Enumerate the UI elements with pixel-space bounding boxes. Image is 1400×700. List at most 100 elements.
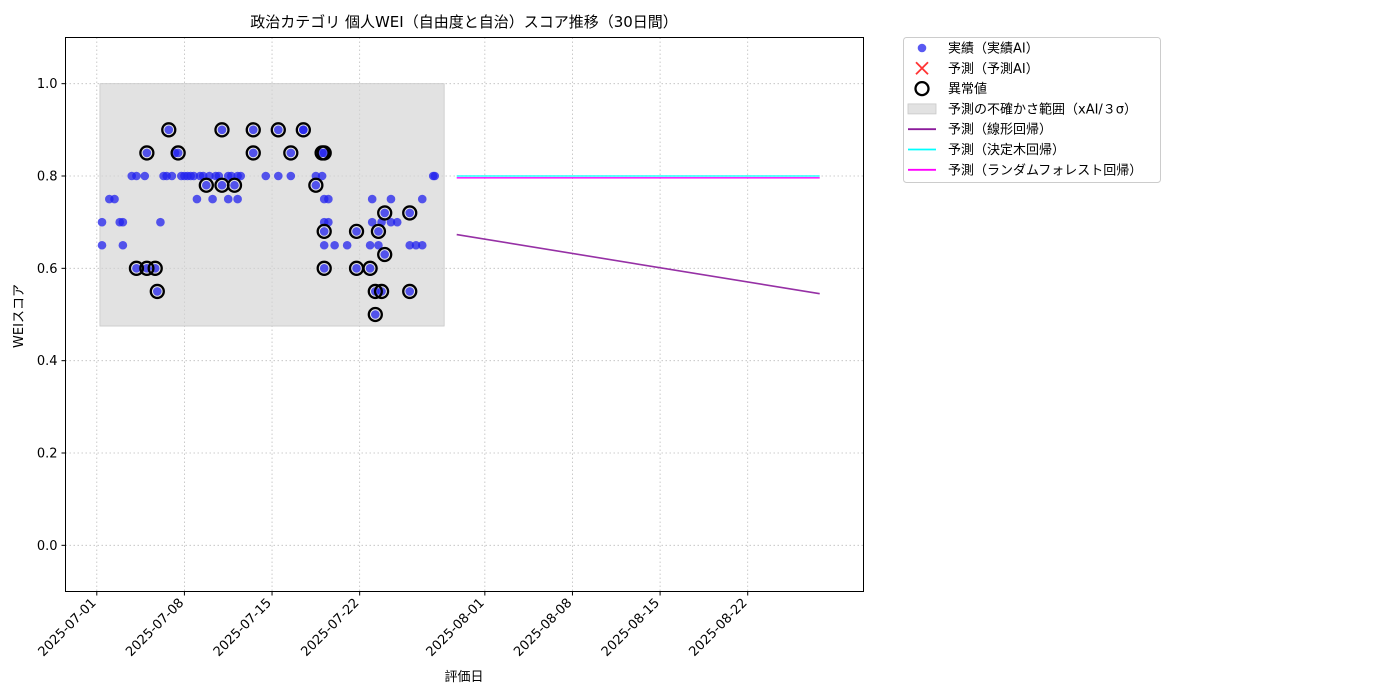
regression-lines-layer (456, 175, 820, 295)
actual-point (380, 208, 390, 218)
actual-point (233, 194, 242, 204)
anomaly-ring (149, 283, 165, 300)
anomaly-ring (348, 223, 365, 240)
anomaly-rings-layer (128, 122, 418, 323)
legend-box (903, 37, 1161, 183)
actual-point (374, 240, 383, 250)
legend-x-icon (915, 61, 929, 75)
actual-point (319, 264, 329, 273)
legend-label: 予測（線形回帰） (948, 122, 1052, 138)
actual-point (311, 180, 321, 190)
actual-point (164, 125, 174, 135)
actual-point (367, 217, 377, 227)
linear-regression-line (456, 233, 820, 295)
actual-point (248, 125, 258, 135)
x-tick-label: 2025-08-01 (424, 596, 488, 660)
anomaly-ring (283, 145, 299, 161)
actual-point (97, 240, 107, 250)
anomaly-ring (226, 177, 243, 193)
anomaly-ring (295, 122, 311, 138)
actual-point (330, 240, 339, 250)
anomaly-ring (139, 145, 155, 161)
actual-point (319, 240, 329, 250)
actual-point (156, 217, 165, 227)
actual-point (223, 194, 233, 204)
actual-point (352, 227, 361, 236)
anomaly-ring (377, 246, 393, 263)
actual-point (152, 287, 162, 296)
legend-ring-icon (914, 80, 930, 97)
actual-point (189, 171, 199, 181)
actual-point (380, 250, 390, 259)
anomaly-ring (316, 223, 332, 240)
x-tick-label: 2025-07-01 (36, 596, 100, 660)
actual-point (140, 171, 150, 181)
legend-label: 異常値 (948, 81, 987, 97)
actual-point (299, 125, 308, 135)
y-tick-label: 1.0 (37, 77, 58, 92)
actual-point (386, 217, 396, 227)
actual-point (274, 125, 283, 135)
actual-point (374, 227, 383, 236)
anomaly-ring (128, 260, 145, 276)
actual-point (317, 171, 327, 181)
actual-point (352, 264, 361, 273)
actual-point (286, 148, 296, 158)
anomaly-ring (370, 223, 387, 240)
y-axis-ticks: 0.0 0.2 0.4 0.6 0.8 1.0 (37, 77, 66, 554)
anomaly-ring (139, 260, 155, 276)
actual-points-layer (97, 125, 440, 319)
anomaly-ring (367, 306, 383, 323)
actual-point (202, 180, 211, 190)
x-tick-label: 2025-08-08 (511, 596, 575, 660)
actual-point (286, 171, 296, 181)
anomaly-ring (402, 283, 418, 300)
actual-point (118, 240, 128, 250)
x-tick-label: 2025-08-15 (599, 596, 663, 660)
anomaly-ring (402, 205, 418, 221)
actual-point (342, 240, 352, 250)
actual-point (217, 180, 227, 190)
actual-point (367, 194, 377, 204)
legend-label: 予測（予測AI） (948, 62, 1039, 77)
legend-band-icon (907, 103, 937, 115)
actual-point (132, 171, 141, 181)
anomaly-ring (170, 145, 186, 161)
actual-point (248, 148, 258, 158)
actual-point (261, 171, 271, 181)
actual-point (411, 240, 421, 250)
legend-label: 実績（実績AI） (948, 41, 1039, 57)
anomaly-ring (245, 145, 261, 161)
anomaly-ring (214, 122, 230, 138)
actual-point (405, 287, 415, 296)
y-axis-title: WEIスコア (12, 284, 27, 348)
actual-point (192, 194, 202, 204)
anomaly-ring (373, 283, 390, 300)
legend-label: 予測（決定木回帰） (948, 142, 1065, 158)
anomaly-ring (161, 122, 177, 138)
anomaly-ring (245, 122, 261, 138)
actual-point (167, 171, 177, 181)
legend-label: 予測の不確かさ範囲（xAI/３σ） (948, 101, 1137, 117)
actual-point (386, 194, 396, 204)
anomaly-ring (308, 177, 324, 193)
anomaly-ring (316, 260, 332, 276)
actual-point (110, 194, 119, 204)
anomaly-ring (147, 260, 163, 276)
legend-dot-icon (917, 43, 927, 53)
x-tick-label: 2025-07-22 (298, 596, 362, 660)
anomaly-ring (367, 283, 383, 300)
actual-point (371, 310, 380, 319)
chart-title: 政治カテゴリ 個人WEI（自由度と自治）スコア推移（30日間） (250, 13, 678, 31)
actual-point (365, 240, 375, 250)
x-tick-label: 2025-07-08 (123, 596, 187, 660)
actual-point (430, 171, 440, 181)
actual-point (365, 264, 375, 273)
actual-point (208, 194, 217, 204)
actual-point (324, 194, 333, 204)
y-tick-label: 0.2 (37, 447, 58, 462)
actual-point (405, 208, 415, 218)
actual-point (319, 227, 329, 236)
actual-point (230, 180, 239, 190)
